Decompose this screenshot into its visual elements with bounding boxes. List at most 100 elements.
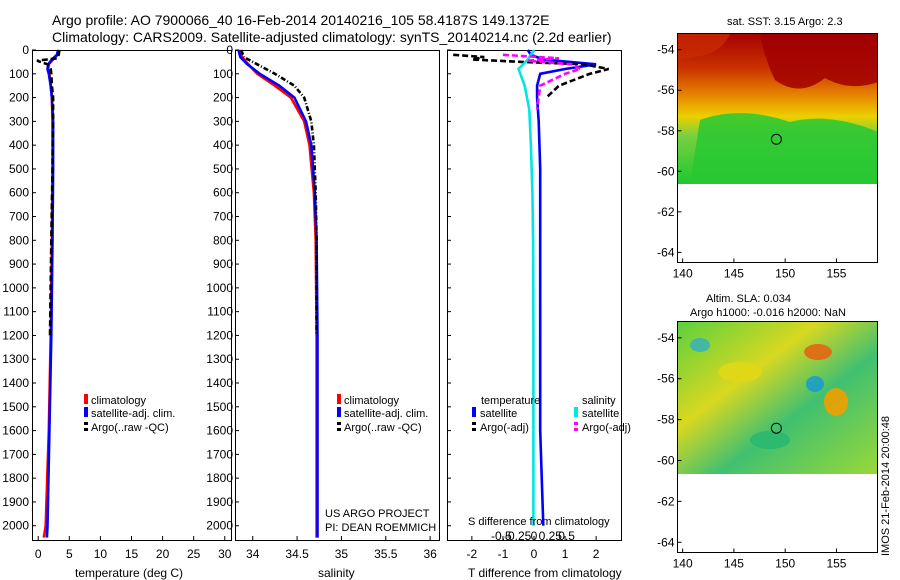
legend-swatch-climatology xyxy=(84,394,88,404)
depth-tick-label: 400 xyxy=(213,138,233,152)
depth-tick-label: 200 xyxy=(213,91,233,105)
salinity-panel: 34 34.5 35 35.5 36 salinity climatology sate… xyxy=(237,49,437,580)
x-tick-label: 20 xyxy=(156,547,170,561)
sst-map-frame xyxy=(677,33,878,263)
pi-annotation: PI: DEAN ROEMMICH xyxy=(325,522,436,534)
legend-swatch-satellite xyxy=(337,407,341,417)
legend-swatch-sal-argo xyxy=(574,422,578,425)
depth-tick-label: 600 xyxy=(213,186,233,200)
x-tick-label: 5 xyxy=(66,547,73,561)
legend-label-satellite: satellite-adj. clim. xyxy=(344,408,428,420)
x-tick-label: 2 xyxy=(593,547,600,561)
x-tick-label: 30 xyxy=(218,547,232,561)
difference-legend: temperature salinity satellite Argo(-adj… xyxy=(472,395,631,434)
x-tick-label: 0 xyxy=(531,547,538,561)
lat-tick-label: -62 xyxy=(657,494,675,508)
x-tick-label: 25 xyxy=(187,547,201,561)
depth-tick-label: 1600 xyxy=(206,424,233,438)
series-line-argo-raw-qc- xyxy=(239,49,318,336)
legend-title-salinity: salinity xyxy=(582,395,616,407)
sla-anomaly-5 xyxy=(690,338,710,352)
sla-map-frame xyxy=(677,321,878,553)
warm-region-west xyxy=(678,34,730,60)
s-tick-label: -0.5 xyxy=(491,529,512,543)
series-line-temperature-satellite xyxy=(526,49,597,526)
difference-panel: -2 -1 0 1 2-0.5-0.25 0 0.250.5 S difference fr… xyxy=(453,49,631,580)
lat-tick-label: -58 xyxy=(657,413,675,427)
project-annotation: US ARGO PROJECT xyxy=(325,508,430,520)
sla-anomaly-4 xyxy=(806,376,824,392)
depth-tick-label: 1800 xyxy=(2,471,29,485)
series-line-argo-raw-qc- xyxy=(36,49,61,336)
lon-tick-label: 140 xyxy=(673,557,693,571)
depth-tick-label: 1500 xyxy=(2,400,29,414)
warm-region xyxy=(760,34,878,89)
lat-tick-label: -64 xyxy=(657,535,675,549)
lat-tick-label: -54 xyxy=(657,43,675,57)
temperature-panel: 0 5 10 15 20 25 30 temperature (deg C) climato… xyxy=(35,49,232,580)
depth-tick-label: 2000 xyxy=(206,519,233,533)
legend-swatch-satellite xyxy=(84,407,88,417)
sla-anomaly-3 xyxy=(824,388,848,416)
sla-map-panel: Altim. SLA: 0.034 Argo h1000: -0.016 h20… xyxy=(657,293,878,571)
x-tick-label: 36 xyxy=(423,547,437,561)
legend-label-sal-argo: Argo(-adj) xyxy=(582,422,631,434)
temperature-legend: climatology satellite-adj. clim. Argo(..… xyxy=(84,394,175,434)
depth-tick-label: 1300 xyxy=(206,352,233,366)
depth-tick-label: 1300 xyxy=(2,352,29,366)
lon-tick-label: 145 xyxy=(724,557,744,571)
x-tick-label: 35 xyxy=(335,547,349,561)
x-tick-label: 34 xyxy=(246,547,260,561)
x-tick-label: 15 xyxy=(125,547,139,561)
salinity-legend: climatology satellite-adj. clim. Argo(..… xyxy=(337,394,428,434)
lon-tick-label: 155 xyxy=(826,267,846,281)
depth-tick-label: 1200 xyxy=(206,328,233,342)
sla-map-title-1: Altim. SLA: 0.034 xyxy=(706,293,791,305)
depth-tick-label: 200 xyxy=(9,91,29,105)
series-line-temperature-argo-adj- xyxy=(453,53,609,99)
legend-swatch-temp-argo xyxy=(472,422,476,425)
legend-label-sal-satellite: satellite xyxy=(582,408,619,420)
series-line-satellite-adj-clim- xyxy=(237,49,319,538)
x-tick-label: 34.5 xyxy=(285,547,309,561)
legend-swatch-argo xyxy=(337,422,341,425)
legend-label-satellite: satellite-adj. clim. xyxy=(91,408,175,420)
lon-tick-label: 140 xyxy=(673,267,693,281)
depth-tick-label: 1500 xyxy=(206,400,233,414)
temperature-axes-frame xyxy=(32,50,232,541)
legend-label-temp-satellite: satellite xyxy=(480,408,517,420)
x-tick-label: 35.5 xyxy=(374,547,398,561)
s-tick-label: -0.25 xyxy=(504,529,532,543)
salinity-axes-frame xyxy=(235,50,440,541)
sla-anomaly-6 xyxy=(750,431,790,449)
s-difference-xlabel: S difference from climatology xyxy=(468,516,610,528)
depth-tick-label: 1100 xyxy=(3,305,29,319)
legend-label-climatology: climatology xyxy=(344,395,400,407)
lat-tick-label: -60 xyxy=(657,164,675,178)
t-difference-xlabel: T difference from climatology xyxy=(468,566,622,580)
legend-swatch-temp-argo-b xyxy=(472,428,476,431)
legend-swatch-argo-b xyxy=(84,428,88,431)
depth-tick-label: 1900 xyxy=(206,495,233,509)
depth-tick-label: 1600 xyxy=(2,424,29,438)
argo-position-marker xyxy=(770,422,782,434)
legend-label-temp-argo: Argo(-adj) xyxy=(480,422,529,434)
depth-tick-label: 1700 xyxy=(2,447,29,461)
legend-swatch-argo-b xyxy=(337,428,341,431)
cold-region xyxy=(690,112,878,184)
depth-tick-label: 1200 xyxy=(2,328,29,342)
sla-anomaly-1 xyxy=(718,362,762,382)
depth-tick-label: 1000 xyxy=(206,281,233,295)
figure-title-line2: Climatology: CARS2009. Satellite-adjuste… xyxy=(52,29,612,45)
depth-tick-label: 700 xyxy=(213,210,233,224)
sst-nodata xyxy=(678,184,878,262)
legend-title-temperature: temperature xyxy=(481,395,540,407)
depth-tick-label: 1100 xyxy=(207,305,233,319)
depth-tick-label: 0 xyxy=(226,43,233,57)
lat-tick-label: -56 xyxy=(657,372,675,386)
depth-tick-label: 800 xyxy=(213,233,233,247)
legend-label-argo: Argo(..raw -QC) xyxy=(344,422,422,434)
depth-tick-label: 400 xyxy=(9,138,29,152)
depth-tick-label: 0 xyxy=(22,43,29,57)
